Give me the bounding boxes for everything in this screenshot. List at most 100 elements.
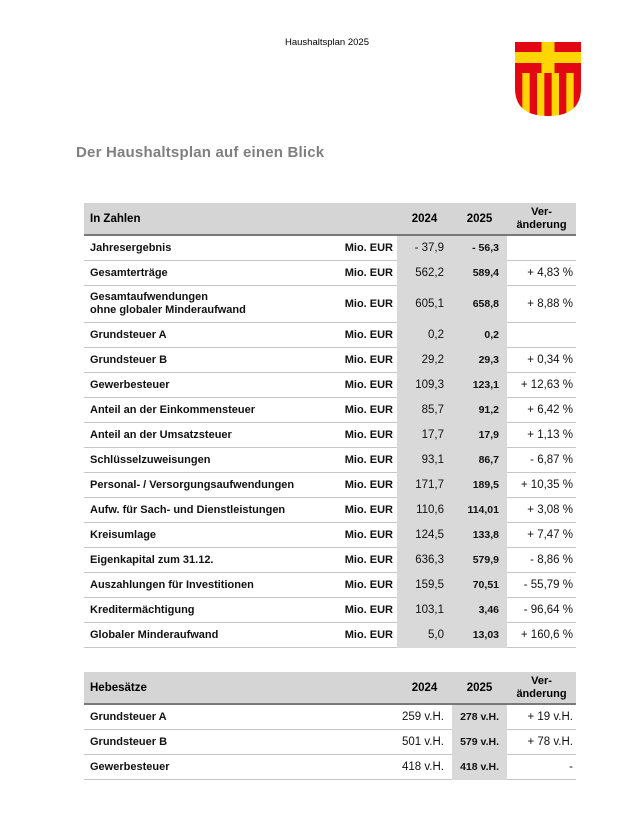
value-2024: 159,5 [397, 572, 452, 598]
table-row: Kreditermächtigung Mio. EUR 103,1 3,46- 96,… [84, 597, 576, 623]
value-change: + 12,63 % [507, 372, 576, 398]
row-label: Gesamterträge [84, 260, 332, 286]
table1-header-change: Ver-änderung [507, 203, 576, 236]
row-unit: Mio. EUR [332, 497, 397, 523]
row-label-text: Jahresergebnis [90, 241, 172, 254]
table-row: Auszahlungen für Investitionen Mio. EUR 15… [84, 572, 576, 598]
row-unit: Mio. EUR [332, 547, 397, 573]
value-change [507, 322, 576, 348]
row-label-text: Kreditermächtigung [90, 603, 195, 616]
row-label: Gewerbesteuer [84, 372, 332, 398]
row-label-text: Auszahlungen für Investitionen [90, 578, 254, 591]
table-row: Personal- / Versorgungsaufwendungen Mio. … [84, 472, 576, 498]
row-label: Jahresergebnis [84, 235, 332, 261]
row-label-text: Aufw. für Sach- und Dienstleistungen [90, 503, 286, 516]
row-label: Personal- / Versorgungsaufwendungen [84, 472, 332, 498]
value-change: - [507, 754, 576, 780]
value-change: + 0,34 % [507, 347, 576, 373]
value-change: + 1,13 % [507, 422, 576, 448]
table2-header-title: Hebesätze [84, 672, 397, 705]
row-label-text: Schlüsselzuweisungen [90, 453, 211, 466]
row-label-text: Anteil an der Einkommensteuer [90, 403, 256, 416]
value-2024: 605,1 [397, 285, 452, 323]
row-label-text: Kreisumlage [90, 528, 157, 541]
table-row: Grundsteuer A 259 v.H. 278 v.H. + 19 v.H. [84, 704, 576, 730]
row-label-text: Grundsteuer A [90, 710, 167, 723]
row-label-text-line2: ohne globaler Minderaufwand [90, 304, 246, 316]
value-2025: 70,51 [452, 572, 507, 598]
value-2025: 123,1 [452, 372, 507, 398]
table1-header-unit [332, 203, 397, 236]
value-2025: 86,7 [452, 447, 507, 473]
row-label-text: Globaler Minderaufwand [90, 628, 219, 641]
value-2025: 658,8 [452, 285, 507, 323]
value-2025: 114,01 [452, 497, 507, 523]
table-row: Jahresergebnis Mio. EUR - 37,9- 56,3 [84, 235, 576, 261]
table2-header-change: Ver-änderung [507, 672, 576, 705]
table1-header-2024: 2024 [397, 203, 452, 236]
row-unit: Mio. EUR [332, 285, 397, 323]
value-change: - 96,64 % [507, 597, 576, 623]
document-header-label: Haushaltsplan 2025 [285, 37, 369, 48]
row-unit: Mio. EUR [332, 347, 397, 373]
table-row: Grundsteuer B Mio. EUR 29,2 29,3 + 0,34 % [84, 347, 576, 373]
row-unit: Mio. EUR [332, 522, 397, 548]
table2-header-2025: 2025 [452, 672, 507, 705]
value-change: - 55,79 % [507, 572, 576, 598]
row-label: Globaler Minderaufwand [84, 622, 332, 648]
value-change: - 8,86 % [507, 547, 576, 573]
row-label: Grundsteuer A [84, 322, 332, 348]
value-2025: 17,9 [452, 422, 507, 448]
value-2024: 5,0 [397, 622, 452, 648]
table-row: Schlüsselzuweisungen Mio. EUR 93,1 86,7- 6,… [84, 447, 576, 473]
table-row: Aufw. für Sach- und Dienstleistungen Mio.… [84, 497, 576, 523]
row-unit: Mio. EUR [332, 422, 397, 448]
value-2025: 91,2 [452, 397, 507, 423]
value-2024: 501 v.H. [397, 729, 452, 755]
value-change [507, 235, 576, 261]
value-2025: 3,46 [452, 597, 507, 623]
row-label-text: Grundsteuer A [90, 328, 167, 341]
table-row: Anteil an der Umsatzsteuer Mio. EUR 17,7 17… [84, 422, 576, 448]
table-row: Kreisumlage Mio. EUR 124,5 133,8 + 7,47 % [84, 522, 576, 548]
row-label: Gewerbesteuer [84, 754, 397, 780]
table-row: Gewerbesteuer 418 v.H. 418 v.H. - [84, 754, 576, 780]
value-2024: 110,6 [397, 497, 452, 523]
change-header-line1: Ver- [531, 675, 552, 688]
hebesaetze-table: Hebesätze 2024 2025 Ver-änderung Grundst… [84, 672, 576, 780]
paderborn-coat-of-arms-icon [515, 42, 581, 116]
row-unit: Mio. EUR [332, 472, 397, 498]
row-unit: Mio. EUR [332, 322, 397, 348]
value-change: + 10,35 % [507, 472, 576, 498]
value-change: + 160,6 % [507, 622, 576, 648]
value-2024: 636,3 [397, 547, 452, 573]
table2-header-2024: 2024 [397, 672, 452, 705]
value-2024: 259 v.H. [397, 704, 452, 730]
row-label-text: Grundsteuer B [90, 735, 168, 748]
value-2025: 13,03 [452, 622, 507, 648]
value-2025: 579,9 [452, 547, 507, 573]
value-2025: - 56,3 [452, 235, 507, 261]
table-row: Grundsteuer A Mio. EUR 0,2 0,2 [84, 322, 576, 348]
row-unit: Mio. EUR [332, 235, 397, 261]
row-unit: Mio. EUR [332, 622, 397, 648]
table1-header-title: In Zahlen [84, 203, 332, 236]
table-row: Gesamtaufwendungen ohne globaler Minderau… [84, 285, 576, 323]
row-label: Kreditermächtigung [84, 597, 332, 623]
row-label: Grundsteuer B [84, 729, 397, 755]
row-unit: Mio. EUR [332, 372, 397, 398]
change-header-line2: änderung [516, 218, 567, 231]
value-change: + 7,47 % [507, 522, 576, 548]
value-change: + 4,83 % [507, 260, 576, 286]
in-zahlen-table: In Zahlen 2024 2025 Ver-änderung Jahrese… [84, 203, 576, 648]
value-change: + 3,08 % [507, 497, 576, 523]
table-header-row: Hebesätze 2024 2025 Ver-änderung [84, 672, 576, 705]
table-row: Gesamterträge Mio. EUR 562,2 589,4 + 4,83 % [84, 260, 576, 286]
row-label: Auszahlungen für Investitionen [84, 572, 332, 598]
change-header-line1: Ver- [531, 206, 552, 219]
table-row: Gewerbesteuer Mio. EUR 109,3 123,1 + 12,63 % [84, 372, 576, 398]
value-2025: 0,2 [452, 322, 507, 348]
value-2025: 418 v.H. [452, 754, 507, 780]
page-title: Der Haushaltsplan auf einen Blick [76, 144, 325, 161]
row-label-text: Grundsteuer B [90, 353, 168, 366]
